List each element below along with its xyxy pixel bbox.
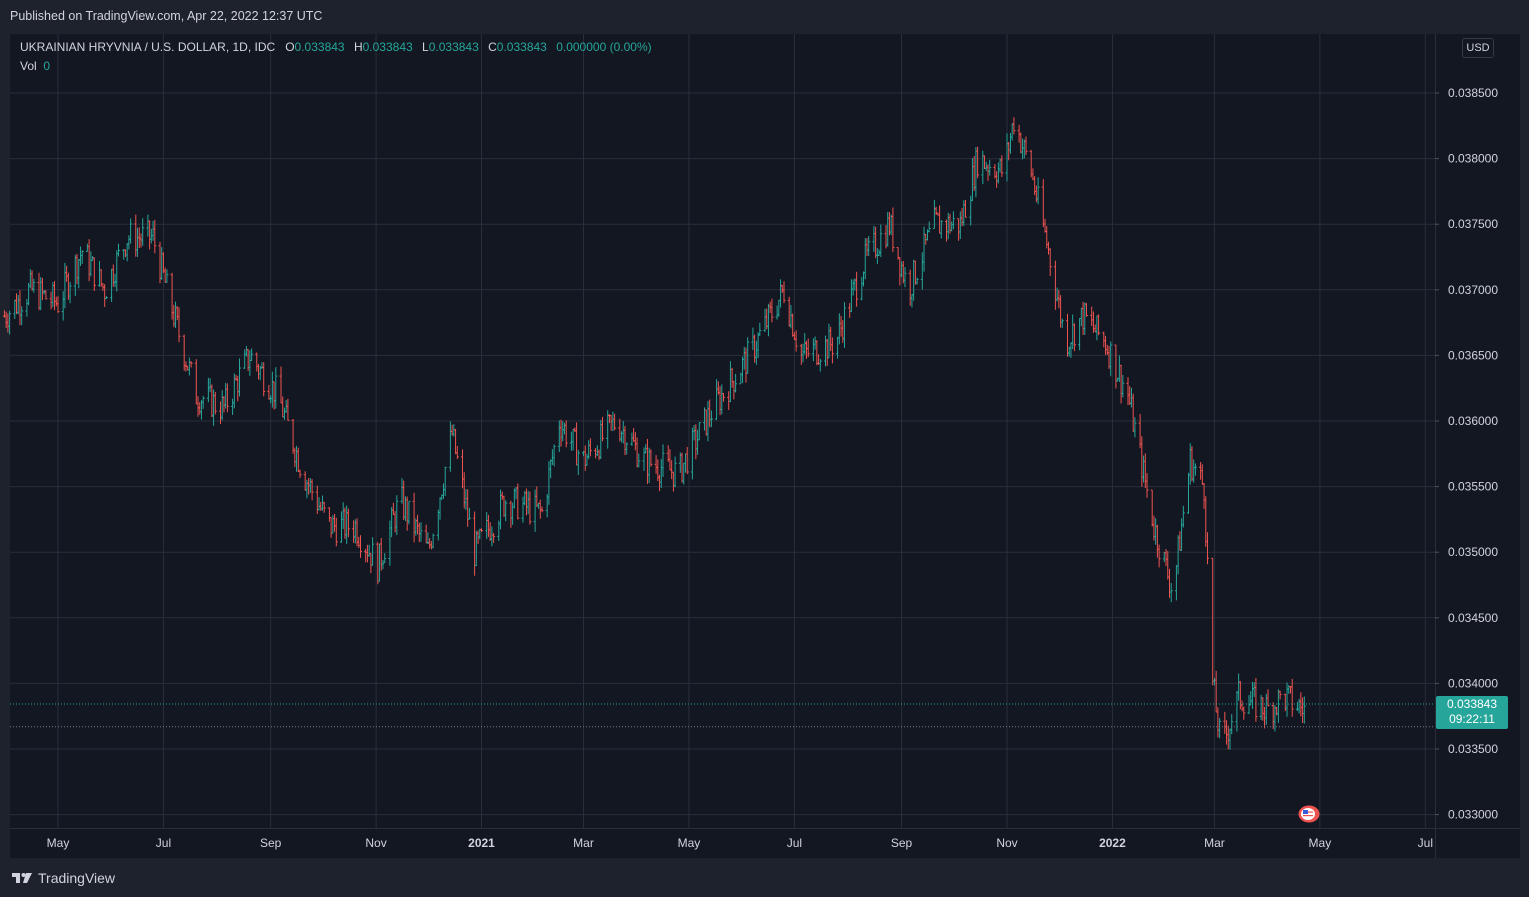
last-price-label: 0.033843 09:22:11	[1436, 696, 1508, 729]
tradingview-brand[interactable]: TradingView	[12, 870, 115, 886]
time-axis[interactable]	[10, 828, 1435, 859]
symbol-title[interactable]: UKRAINIAN HRYVNIA / U.S. DOLLAR, 1D, IDC	[20, 40, 276, 54]
volume-label[interactable]: Vol	[20, 59, 37, 73]
low-value: 0.033843	[428, 40, 479, 54]
high-value: 0.033843	[362, 40, 413, 54]
currency-button[interactable]: USD	[1462, 38, 1494, 58]
last-price-value: 0.033843	[1446, 697, 1498, 711]
bar-countdown: 09:22:11	[1449, 712, 1495, 726]
open-value: 0.033843	[294, 40, 345, 54]
ohlc-bar	[2, 310, 6, 318]
published-caption: Published on TradingView.com, Apr 22, 20…	[10, 9, 323, 23]
chart-legend: UKRAINIAN HRYVNIA / U.S. DOLLAR, 1D, IDC…	[20, 40, 652, 73]
legend-row-ohlc: UKRAINIAN HRYVNIA / U.S. DOLLAR, 1D, IDC…	[20, 40, 652, 54]
footer-bar: TradingView	[0, 858, 1529, 897]
ohlc-bar	[6, 313, 10, 333]
top-bar: Published on TradingView.com, Apr 22, 20…	[0, 0, 1529, 34]
high-label: H	[353, 40, 363, 54]
open-label: O	[285, 40, 295, 54]
price-axis[interactable]	[1435, 34, 1520, 828]
close-value: 0.033843	[496, 40, 547, 54]
ohlc-bar	[4, 311, 8, 329]
legend-row-volume: Vol 0	[20, 59, 652, 73]
us-flag-events-icon[interactable]	[1298, 805, 1320, 823]
chart-pane[interactable]	[10, 34, 1435, 828]
volume-value: 0	[43, 59, 51, 73]
brand-label: TradingView	[38, 870, 116, 886]
close-label: C	[488, 40, 497, 54]
tradingview-logo-icon	[12, 873, 32, 883]
change-value: 0.000000 (0.00%)	[556, 40, 652, 54]
low-label: L	[422, 40, 429, 54]
axis-corner	[1435, 828, 1520, 859]
